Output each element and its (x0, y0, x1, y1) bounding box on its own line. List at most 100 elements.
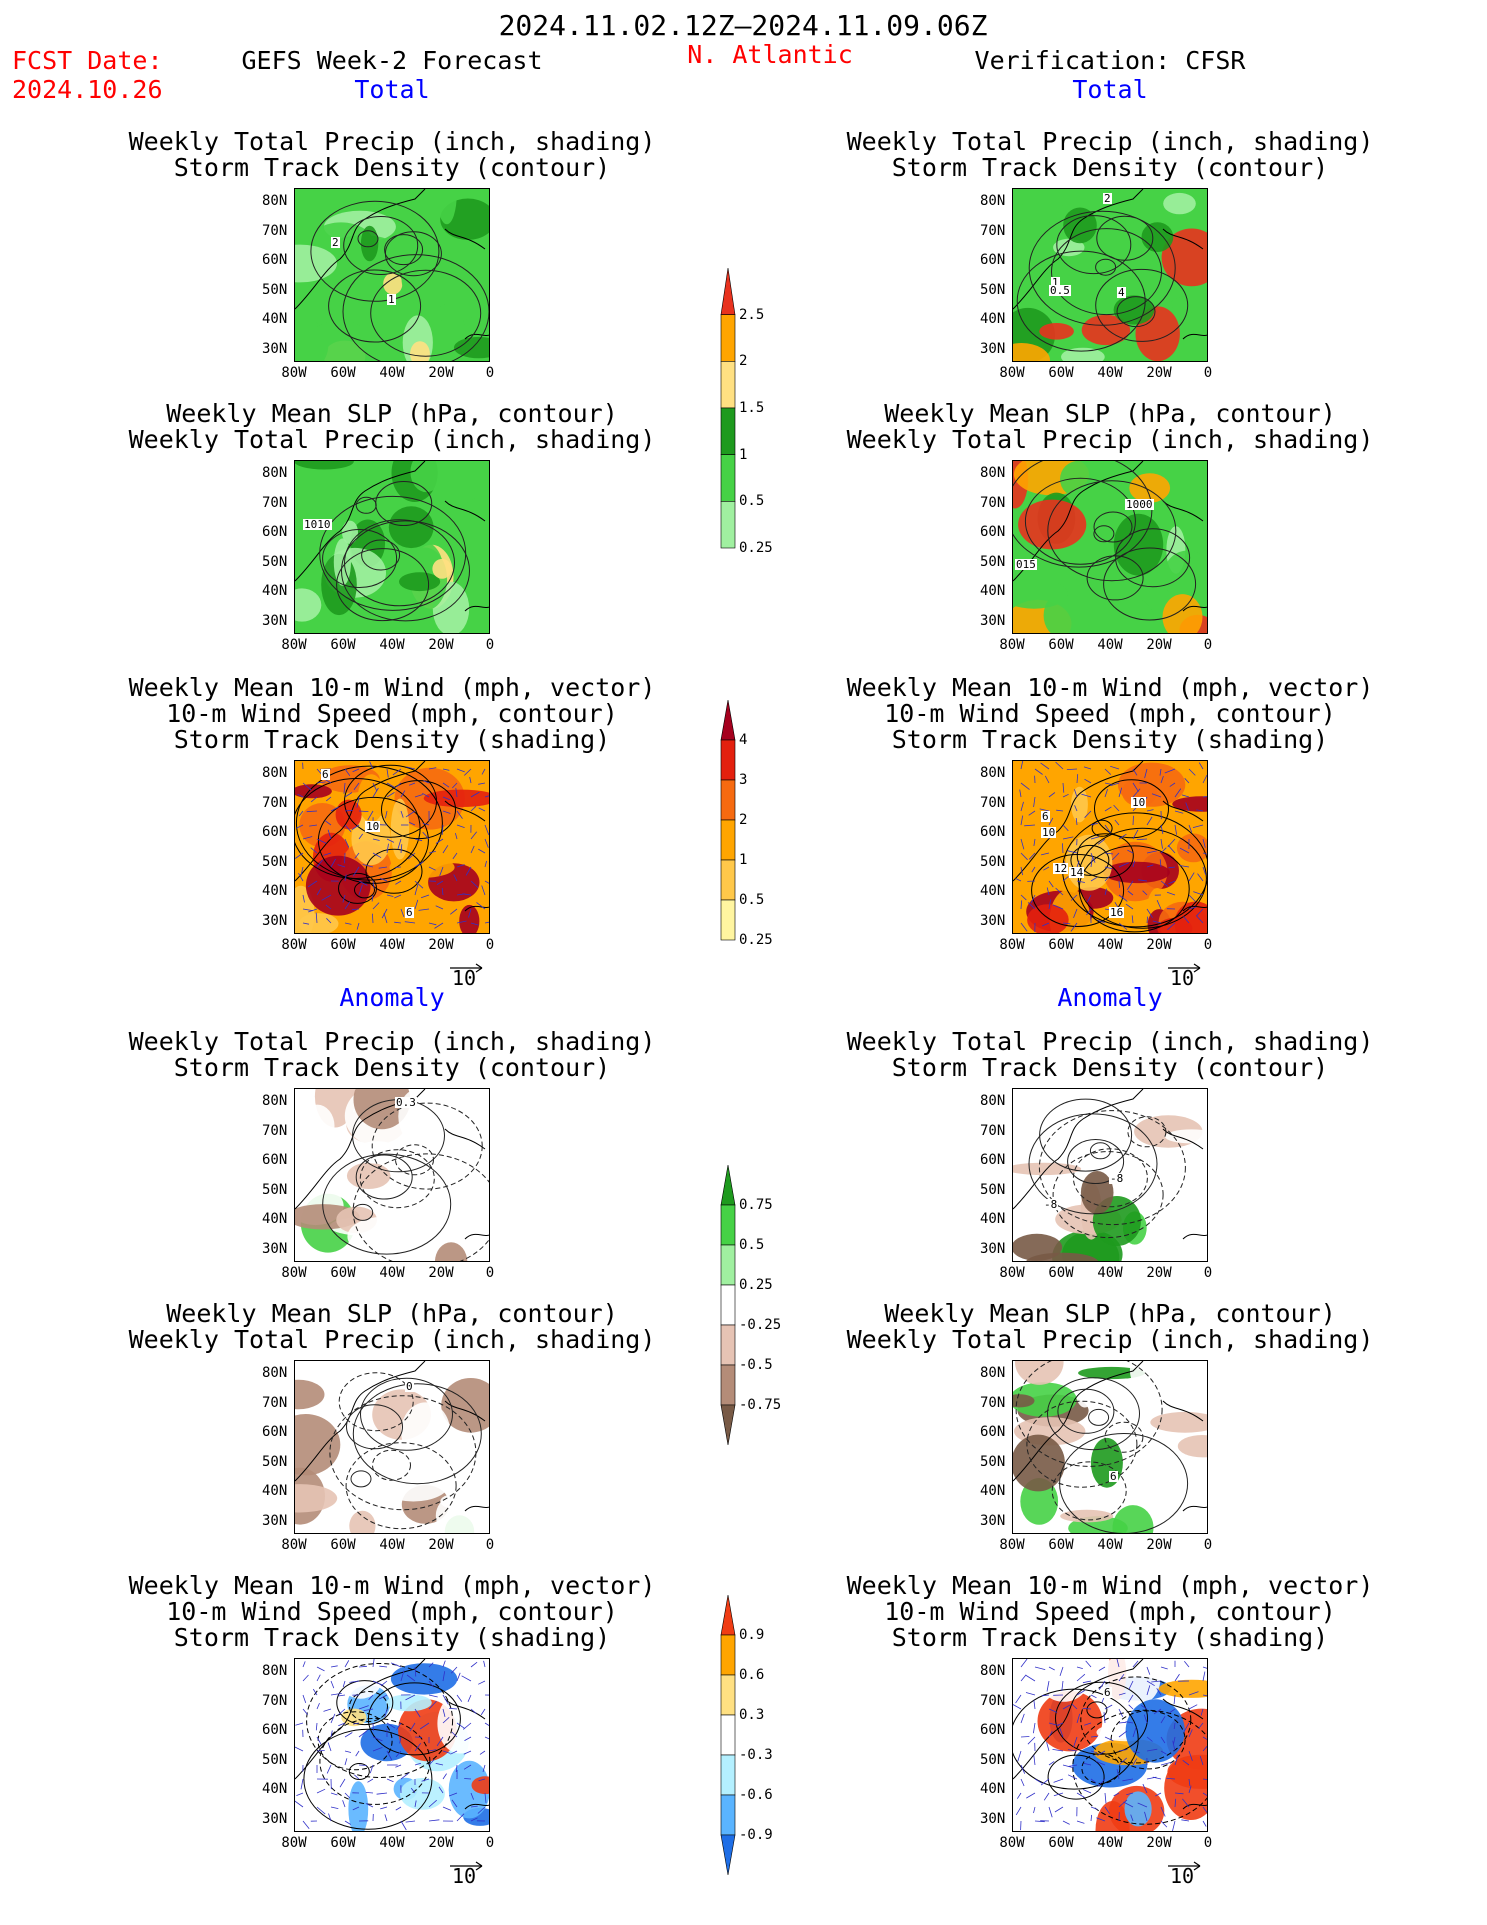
contour-label: 2 (331, 236, 340, 249)
lat-tick-label: 30N (980, 912, 1006, 929)
lon-tick-label: 60W (330, 365, 356, 381)
panel-title: Weekly Total Precip (inch, shading) (128, 425, 656, 454)
contour-label: 16 (1109, 906, 1125, 919)
colorbar-tick-label: 1.5 (739, 400, 765, 416)
left-anomaly-label: Anomaly (339, 983, 445, 1012)
left-title: GEFS Week-2 Forecast (241, 46, 543, 75)
contour-label: 6 (1109, 1470, 1118, 1483)
colorbar-tick-label: 0.6 (739, 1667, 765, 1683)
lat-tick-label: 60N (980, 252, 1006, 268)
colorbar-tick-label: 0.5 (739, 1237, 765, 1253)
lat-tick-label: 40N (980, 311, 1006, 327)
contour-label: 6 (1041, 810, 1050, 823)
lon-tick-label: 80W (281, 637, 307, 653)
lon-tick-label: 80W (999, 1265, 1025, 1281)
colorbar-tick-label: 0.75 (739, 1197, 773, 1213)
panel-title: Storm Track Density (contour) (891, 1053, 1329, 1082)
lon-tick-label: 20W (428, 1537, 454, 1553)
contour-label: 1 (1051, 276, 1060, 289)
lon-tick-label: 60W (1048, 1265, 1074, 1281)
panel-title: Weekly Mean SLP (hPa, contour) (884, 399, 1336, 428)
lat-tick-label: 60N (262, 252, 288, 268)
panel-title: Weekly Mean 10-m Wind (mph, vector) (128, 1571, 656, 1600)
panel-title: Weekly Total Precip (inch, shading) (846, 1325, 1374, 1354)
lat-tick-label: 30N (262, 1240, 288, 1257)
panel-title: Storm Track Density (shading) (891, 725, 1329, 754)
lon-tick-label: 0 (485, 1835, 495, 1851)
panel-title: Weekly Mean 10-m Wind (mph, vector) (128, 673, 656, 702)
map-panel: 1000 015 (1012, 460, 1208, 634)
lat-tick-label: 40N (980, 1211, 1006, 1227)
lat-tick-label: 60N (980, 824, 1006, 840)
map-panel (294, 1658, 490, 1832)
right-total-label: Total (1072, 75, 1148, 104)
lon-tick-label: 60W (1048, 365, 1074, 381)
panel-title: Weekly Mean SLP (hPa, contour) (166, 1299, 618, 1328)
lon-tick-label: 0 (485, 1265, 495, 1281)
lat-tick-label: 40N (980, 1483, 1006, 1499)
lon-tick-label: 40W (379, 365, 405, 381)
colorbar-tick-label: 2 (739, 353, 748, 370)
lon-tick-label: 60W (1048, 637, 1074, 653)
contour-label: 6 (321, 768, 330, 781)
lat-tick-label: 70N (262, 222, 288, 239)
panel-title: Storm Track Density (contour) (173, 153, 611, 182)
lat-tick-label: 70N (262, 1122, 288, 1139)
lon-tick-label: 60W (330, 1537, 356, 1553)
panel-title: 10-m Wind Speed (mph, contour) (166, 699, 618, 728)
date-range: 2024.11.02.12Z–2024.11.09.06Z (498, 9, 988, 42)
panel-title: Weekly Total Precip (inch, shading) (128, 1027, 656, 1056)
lon-tick-label: 0 (1203, 937, 1213, 953)
lat-tick-label: 80N (262, 765, 288, 781)
lon-tick-label: 20W (428, 937, 454, 953)
panel-title: Weekly Mean SLP (hPa, contour) (884, 1299, 1336, 1328)
lat-tick-label: 70N (980, 794, 1006, 811)
colorbar (720, 699, 736, 941)
lon-tick-label: 60W (330, 937, 356, 953)
map-panel: -8 -8 (1012, 1088, 1208, 1262)
lon-tick-label: 80W (281, 1265, 307, 1281)
lat-tick-label: 40N (980, 883, 1006, 899)
lon-tick-label: 0 (1203, 365, 1213, 381)
lat-tick-label: 60N (980, 1722, 1006, 1738)
lon-tick-label: 80W (999, 937, 1025, 953)
right-anomaly-label: Anomaly (1057, 983, 1163, 1012)
lat-tick-label: 80N (980, 1663, 1006, 1679)
lon-tick-label: 0 (1203, 1265, 1213, 1281)
contour-label: 12 (1053, 862, 1069, 875)
lat-tick-label: 60N (262, 824, 288, 840)
lon-tick-label: 60W (1048, 937, 1074, 953)
fcst-date-label: FCST Date: (12, 46, 163, 75)
lat-tick-label: 40N (262, 883, 288, 899)
lon-tick-label: 80W (281, 1835, 307, 1851)
lat-tick-label: 50N (262, 1751, 288, 1768)
colorbar-tick-label: -0.3 (739, 1747, 773, 1763)
lon-tick-label: 80W (999, 1537, 1025, 1553)
lat-tick-label: 80N (980, 465, 1006, 481)
lon-tick-label: 20W (428, 365, 454, 381)
lat-tick-label: 50N (980, 1453, 1006, 1470)
lat-tick-label: 40N (262, 583, 288, 599)
colorbar (720, 267, 736, 549)
panel-title: 10-m Wind Speed (mph, contour) (884, 1597, 1336, 1626)
panel-title: Weekly Total Precip (inch, shading) (846, 127, 1374, 156)
lon-tick-label: 20W (1146, 1537, 1172, 1553)
contour-label: 1010 (303, 518, 332, 531)
lon-tick-label: 0 (485, 937, 495, 953)
map-panel: 0 (294, 1360, 490, 1534)
lon-tick-label: 40W (379, 1835, 405, 1851)
panel-title: Storm Track Density (shading) (173, 1623, 611, 1652)
lat-tick-label: 40N (262, 1483, 288, 1499)
lon-tick-label: 80W (999, 365, 1025, 381)
contour-label: -8 (1043, 1198, 1059, 1211)
lat-tick-label: 70N (980, 222, 1006, 239)
lon-tick-label: 40W (1097, 365, 1123, 381)
lon-tick-label: 80W (999, 1835, 1025, 1851)
colorbar-tick-label: 0.25 (739, 540, 773, 556)
colorbar-tick-label: -0.9 (739, 1827, 773, 1843)
colorbar-tick-label: -0.75 (739, 1397, 782, 1413)
lon-tick-label: 0 (1203, 637, 1213, 653)
lat-tick-label: 80N (262, 1365, 288, 1381)
lon-tick-label: 0 (1203, 1835, 1213, 1851)
contour-label: 10 (365, 820, 381, 833)
